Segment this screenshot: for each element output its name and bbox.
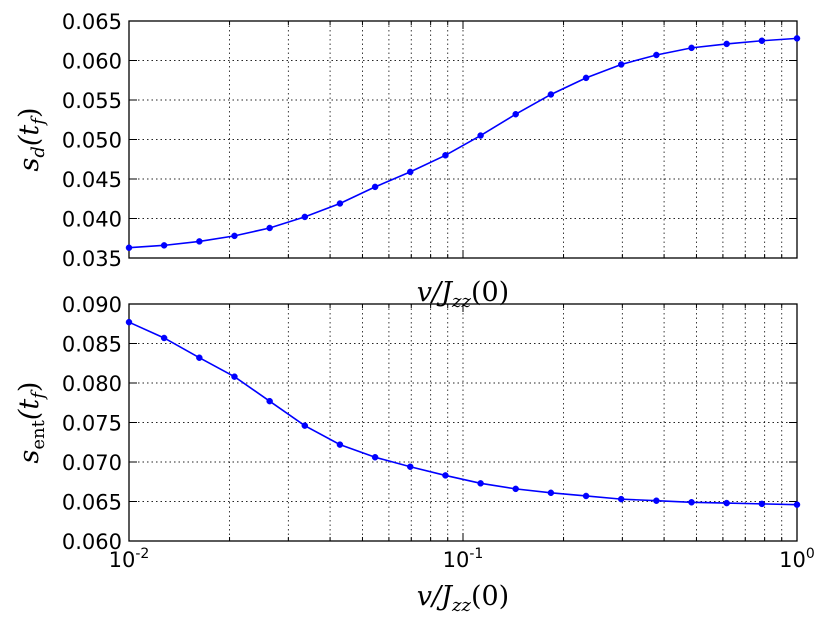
y-axis-label: sent(tf) <box>14 382 49 464</box>
y-tick-label: 0.085 <box>62 333 122 357</box>
data-point <box>160 334 168 342</box>
data-point <box>125 318 133 326</box>
data-point <box>125 244 133 251</box>
y-tick-label: 0.060 <box>62 530 122 554</box>
data-point <box>477 480 484 487</box>
bottom-chart: 0.060 0.065 0.070 0.075 0.080 0.085 0.090 10-2 1… <box>14 293 815 616</box>
data-point <box>617 495 625 503</box>
data-point <box>582 74 590 82</box>
data-point <box>688 499 695 506</box>
data-point <box>407 463 414 470</box>
data-point <box>336 441 344 448</box>
data-point <box>653 497 660 504</box>
y-tick-label: 0.055 <box>62 89 122 113</box>
data-point <box>723 40 730 48</box>
series-line <box>128 321 798 506</box>
y-axis-label: sd(tf) <box>14 108 49 172</box>
y-tick-label: 0.060 <box>62 50 122 74</box>
x-tick-exponent: -2 <box>135 546 149 562</box>
data-point <box>160 242 168 249</box>
data-point <box>582 492 590 500</box>
data-point <box>547 489 555 497</box>
y-tick-label: 0.045 <box>62 168 122 192</box>
data-point <box>231 232 238 240</box>
data-point <box>371 454 379 461</box>
data-point <box>231 373 238 380</box>
x-axis-label: v/Jzz(0) <box>417 277 509 312</box>
data-point <box>758 500 766 508</box>
data-point <box>196 238 203 245</box>
x-tick-label: 100 <box>779 546 815 572</box>
x-tick-exponent: 0 <box>806 546 815 562</box>
data-point <box>512 110 519 118</box>
y-tick-label: 0.065 <box>62 491 122 515</box>
data-point <box>793 35 801 42</box>
data-point <box>653 51 660 59</box>
data-point <box>723 499 730 507</box>
y-tick-label: 0.035 <box>62 247 122 271</box>
data-point <box>547 91 555 98</box>
data-point <box>266 397 273 405</box>
y-tick-label: 0.080 <box>62 372 122 396</box>
data-point <box>371 183 379 191</box>
plot-frame <box>128 303 798 542</box>
y-tick-label: 0.065 <box>62 10 122 34</box>
x-tick-exponent: -1 <box>469 546 483 562</box>
data-point <box>301 213 309 221</box>
y-tick-label: 0.070 <box>62 451 122 475</box>
data-point <box>688 44 695 52</box>
data-point <box>301 422 309 429</box>
x-tick-label: 10-2 <box>109 546 150 572</box>
data-point <box>442 152 449 159</box>
data-point <box>512 485 519 493</box>
data-point <box>266 224 273 232</box>
data-point <box>442 472 449 479</box>
plot-frame <box>128 20 798 259</box>
data-point <box>477 132 484 139</box>
series-line <box>128 37 798 249</box>
data-point <box>196 354 203 361</box>
x-tick-label: 10-1 <box>443 546 484 572</box>
y-tick-label: 0.040 <box>62 208 122 232</box>
x-axis-label: v/Jzz(0) <box>417 581 509 616</box>
y-tick-label: 0.075 <box>62 412 122 436</box>
y-tick-label: 0.050 <box>62 129 122 153</box>
data-point <box>407 168 414 176</box>
top-chart: 0.035 0.040 0.045 0.050 0.055 0.060 0.065 v/Jzz… <box>14 10 801 312</box>
y-tick-label: 0.090 <box>62 293 122 317</box>
data-point <box>336 200 344 207</box>
data-point <box>793 501 801 508</box>
data-point <box>758 37 766 44</box>
data-point <box>617 61 625 68</box>
